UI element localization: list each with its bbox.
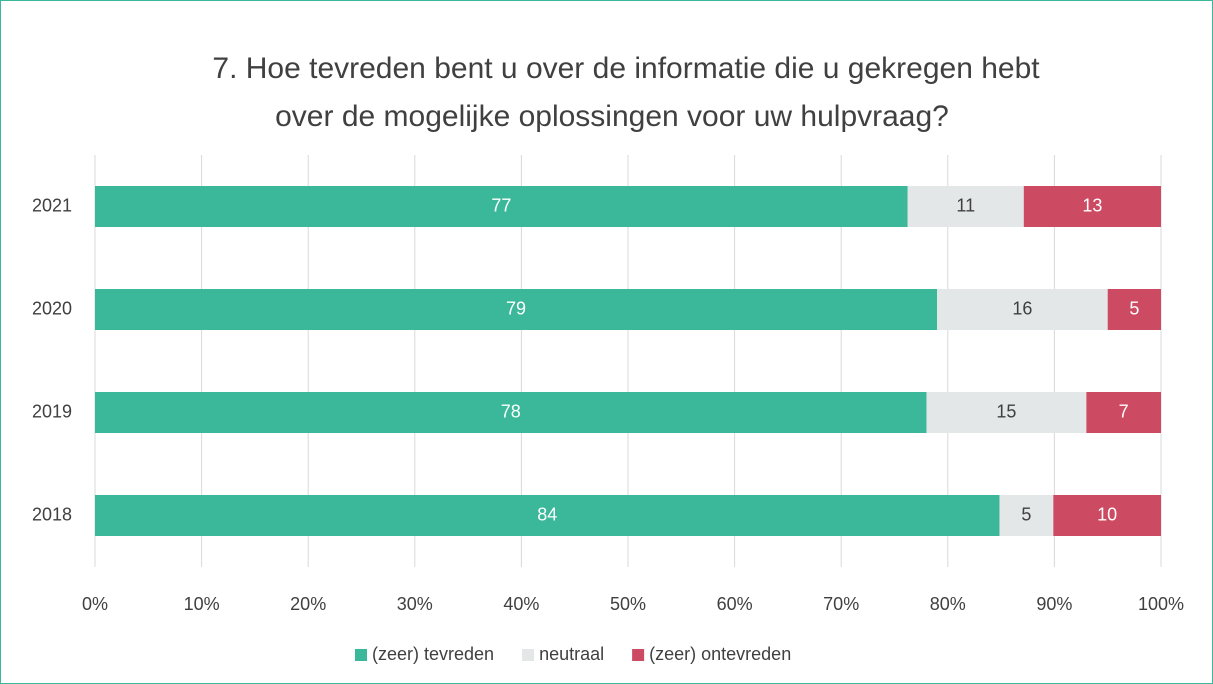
data-label: 79 xyxy=(506,298,526,318)
data-label: 10 xyxy=(1097,504,1117,524)
data-label: 13 xyxy=(1082,195,1102,215)
data-label: 84 xyxy=(537,504,557,524)
data-label: 78 xyxy=(501,401,521,421)
data-label: 77 xyxy=(491,195,511,215)
x-tick-label: 100% xyxy=(1138,594,1184,614)
x-tick-label: 30% xyxy=(397,594,433,614)
x-tick-label: 80% xyxy=(930,594,966,614)
x-tick-label: 70% xyxy=(823,594,859,614)
y-tick-label: 2021 xyxy=(32,195,72,215)
chart-title: 7. Hoe tevreden bent u over de informati… xyxy=(212,52,1040,85)
data-label: 11 xyxy=(956,195,975,215)
legend-swatch xyxy=(355,649,367,661)
legend-label: (zeer) tevreden xyxy=(372,644,494,664)
data-label: 5 xyxy=(1021,504,1031,524)
bar-segment xyxy=(937,289,1108,330)
data-label: 15 xyxy=(996,401,1016,421)
bar-segment xyxy=(1086,392,1161,433)
x-tick-label: 20% xyxy=(290,594,326,614)
chart-title: over de mogelijke oplossingen voor uw hu… xyxy=(275,100,949,133)
x-tick-label: 60% xyxy=(717,594,753,614)
y-tick-label: 2018 xyxy=(32,504,72,524)
legend-swatch xyxy=(632,649,645,661)
legend-swatch xyxy=(522,649,535,661)
x-tick-label: 50% xyxy=(610,594,646,614)
bar-segment xyxy=(1107,289,1161,330)
data-label: 5 xyxy=(1129,298,1139,318)
legend-label: (zeer) ontevreden xyxy=(649,644,791,664)
y-tick-label: 2019 xyxy=(32,401,72,421)
bar-segment xyxy=(95,392,927,433)
x-tick-label: 40% xyxy=(503,594,539,614)
bar-segment xyxy=(95,495,1000,536)
data-label: 16 xyxy=(1012,298,1032,318)
x-tick-label: 0% xyxy=(82,594,108,614)
x-tick-label: 10% xyxy=(184,594,220,614)
data-label: 7 xyxy=(1119,401,1129,421)
legend-label: neutraal xyxy=(539,644,604,664)
bar-segment xyxy=(95,289,938,330)
bar-segment xyxy=(1053,495,1161,536)
bar-segment xyxy=(999,495,1054,536)
bar-segment xyxy=(907,186,1024,227)
bar-segment xyxy=(926,392,1087,433)
bar-segment xyxy=(1023,186,1161,227)
bar-segment xyxy=(95,186,908,227)
x-tick-label: 90% xyxy=(1036,594,1072,614)
y-tick-label: 2020 xyxy=(32,298,72,318)
